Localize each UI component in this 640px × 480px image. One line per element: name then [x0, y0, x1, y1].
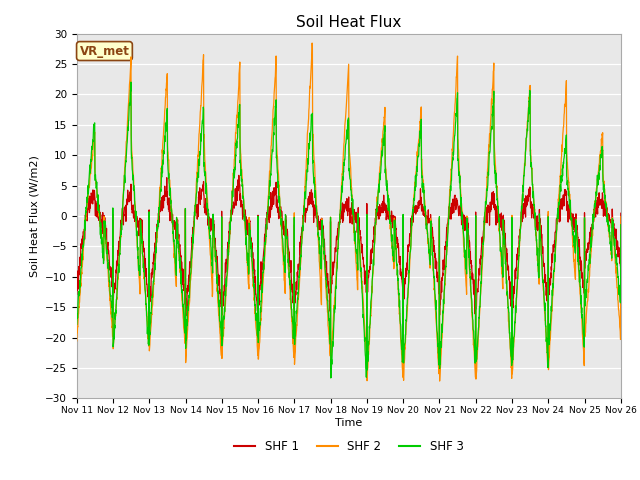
Legend: SHF 1, SHF 2, SHF 3: SHF 1, SHF 2, SHF 3 — [229, 436, 468, 458]
SHF 2 — [617, 214, 625, 219]
SHF 2 — [376, 158, 384, 164]
SHF 1 — [235, 172, 243, 178]
SHF 3 — [225, 239, 232, 244]
X-axis label: Time: Time — [335, 418, 362, 428]
SHF 1 — [508, 300, 515, 306]
SHF 3 — [327, 375, 335, 381]
Y-axis label: Soil Heat Flux (W/m2): Soil Heat Flux (W/m2) — [29, 155, 40, 277]
Title: Soil Heat Flux: Soil Heat Flux — [296, 15, 401, 30]
SHF 2 — [225, 249, 232, 254]
SHF 2 — [73, 338, 81, 344]
SHF 3 — [570, 232, 577, 238]
SHF 1 — [73, 291, 81, 297]
SHF 3 — [508, 354, 515, 360]
SHF 2 — [436, 378, 444, 384]
SHF 2 — [584, 286, 592, 292]
SHF 2 — [365, 352, 372, 358]
SHF 3 — [127, 79, 135, 85]
Text: VR_met: VR_met — [79, 45, 129, 58]
SHF 1 — [365, 271, 372, 276]
Line: SHF 3: SHF 3 — [77, 82, 621, 378]
SHF 1 — [182, 313, 189, 319]
SHF 1 — [584, 240, 592, 246]
SHF 1 — [570, 227, 577, 232]
SHF 3 — [377, 170, 385, 176]
SHF 1 — [617, 210, 625, 216]
Line: SHF 2: SHF 2 — [77, 43, 621, 381]
SHF 2 — [508, 365, 515, 371]
SHF 2 — [308, 40, 316, 46]
SHF 1 — [225, 239, 232, 244]
Line: SHF 1: SHF 1 — [77, 175, 621, 316]
SHF 3 — [73, 322, 81, 327]
SHF 3 — [365, 339, 372, 345]
SHF 2 — [570, 243, 577, 249]
SHF 3 — [584, 263, 592, 268]
SHF 3 — [617, 222, 625, 228]
SHF 1 — [377, 205, 385, 211]
